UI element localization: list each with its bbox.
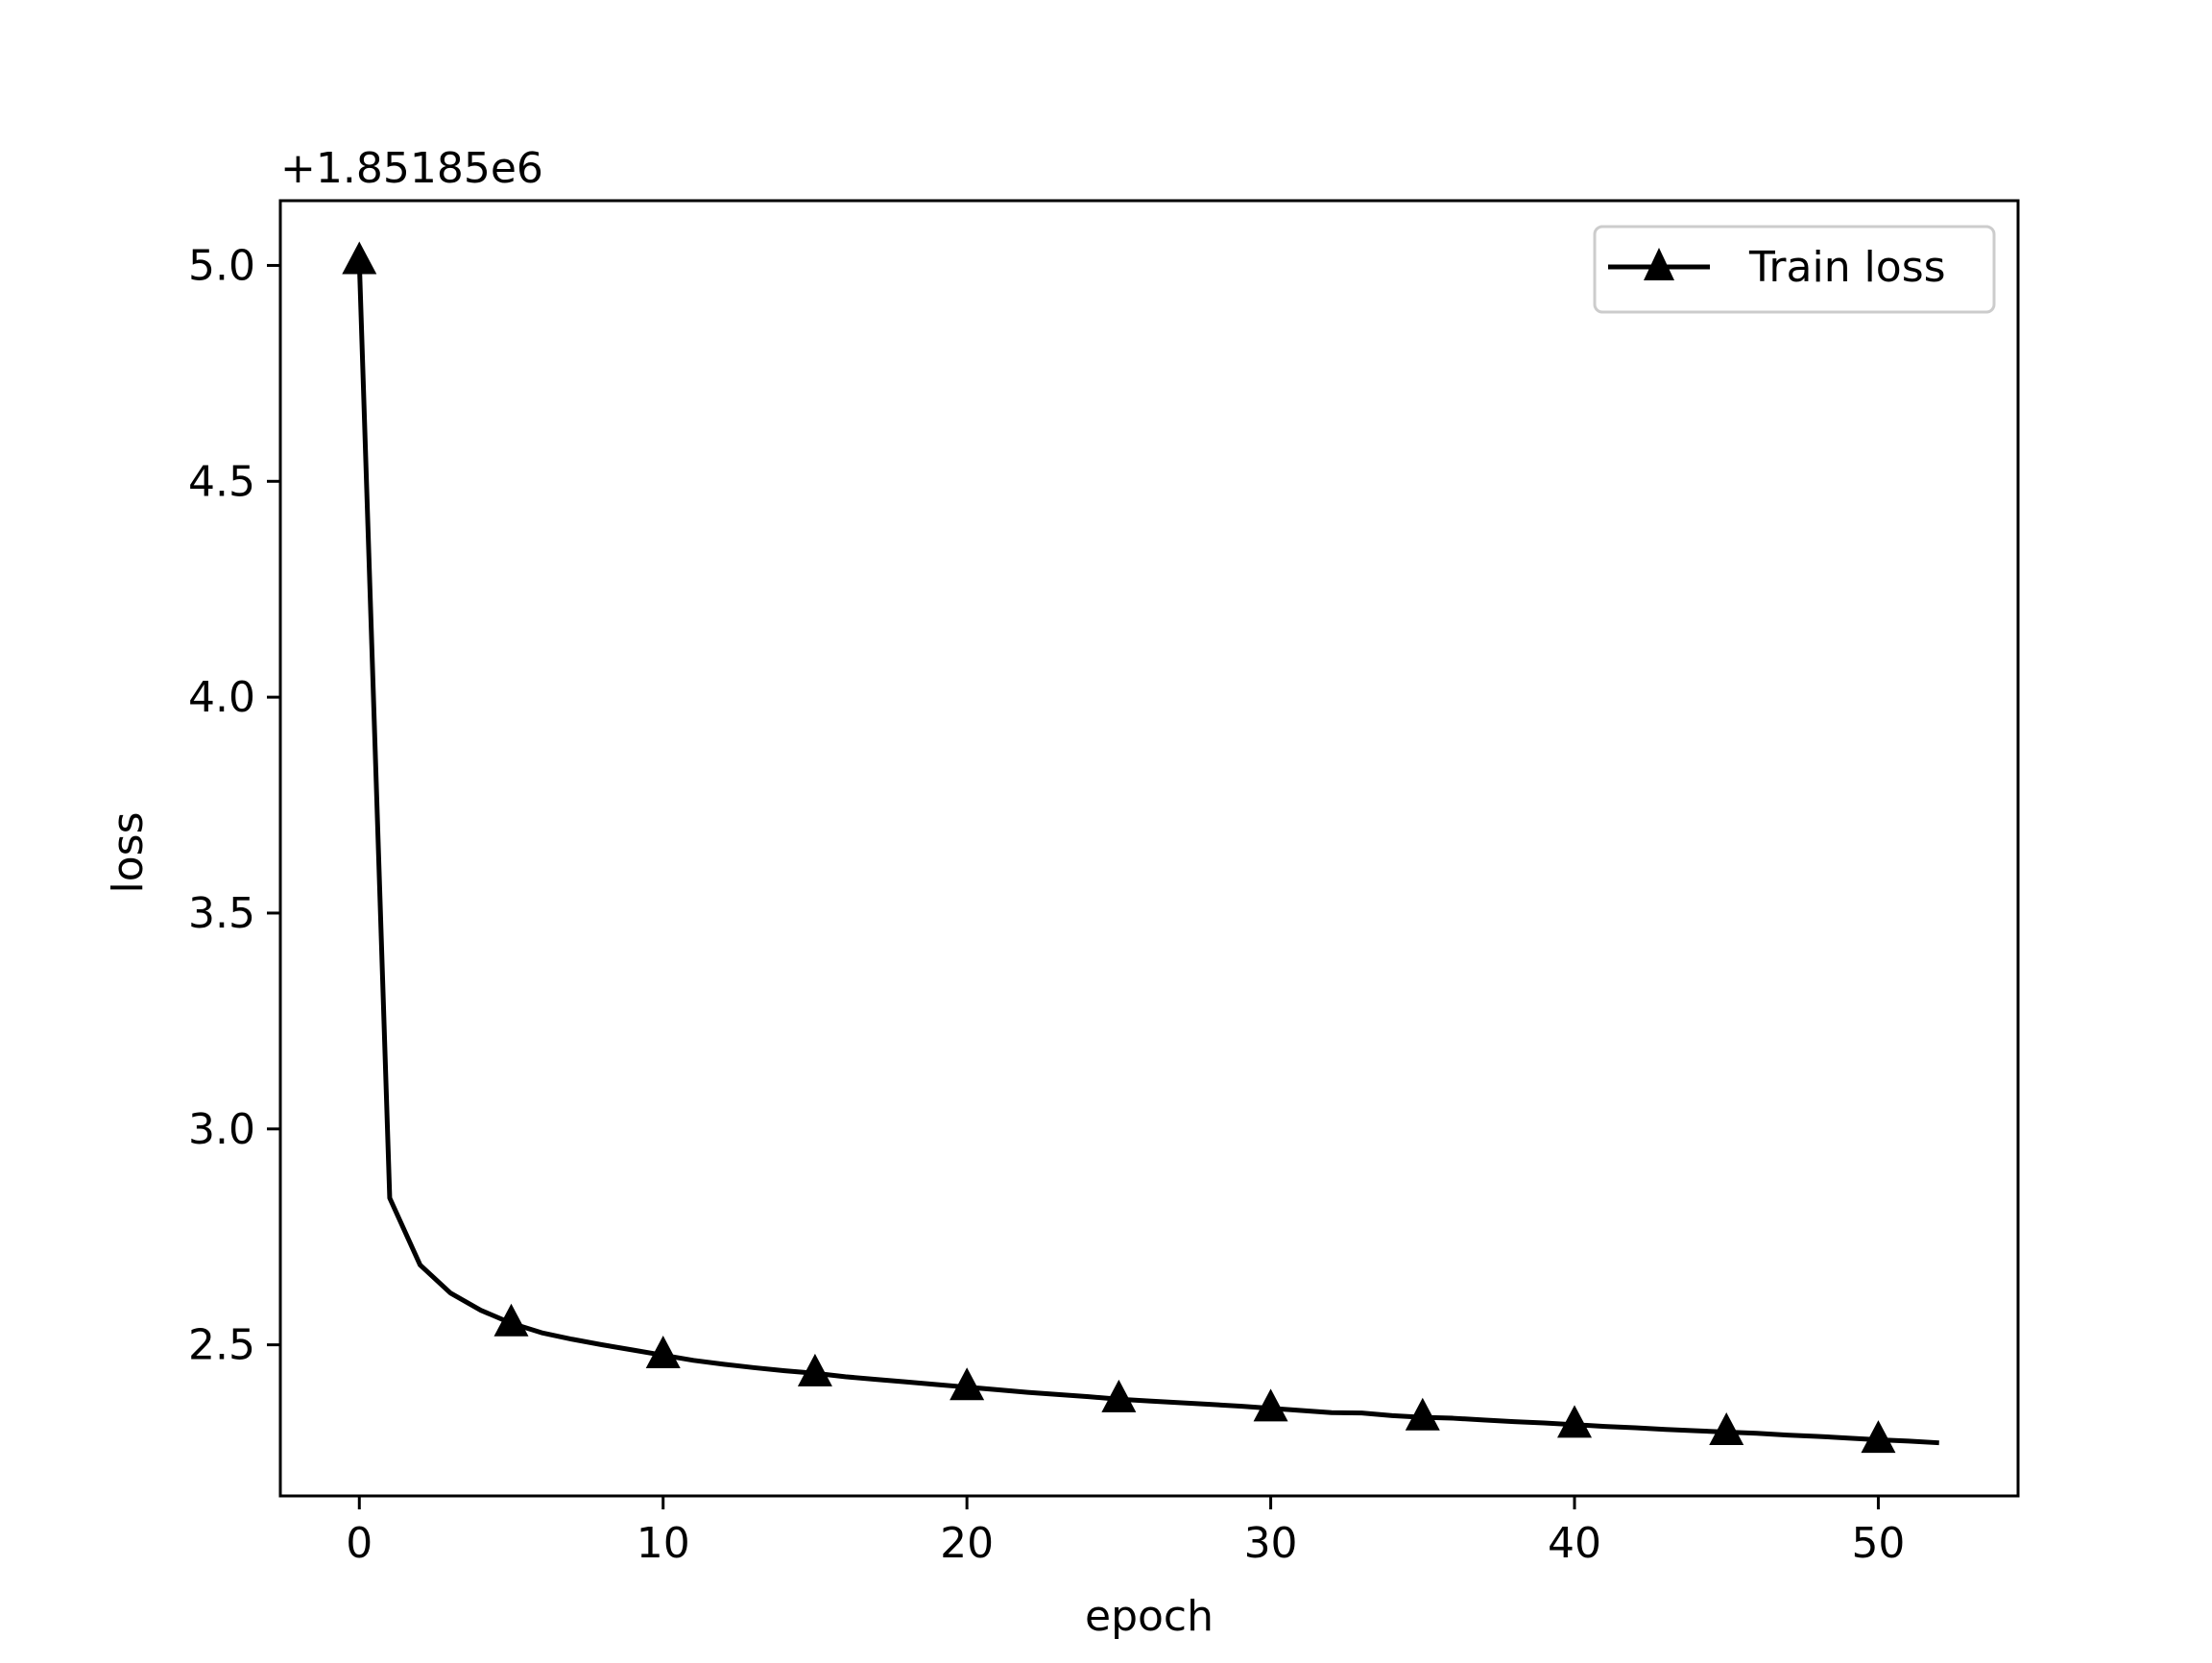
legend: Train loss xyxy=(1593,225,1996,314)
y-axis-label: loss xyxy=(104,812,153,894)
x-axis-label: epoch xyxy=(1085,1592,1214,1641)
data-point-marker xyxy=(342,241,377,275)
data-point-marker xyxy=(1253,1388,1288,1422)
data-point-marker xyxy=(950,1367,985,1401)
series-line-train-loss xyxy=(356,260,1939,1446)
legend-triangle-marker-icon xyxy=(1644,248,1674,280)
y-tick-label: 5.0 xyxy=(188,241,255,290)
y-tick-label: 3.0 xyxy=(188,1105,255,1154)
x-tick-label: 10 xyxy=(637,1519,690,1568)
y-tick-label: 4.0 xyxy=(188,673,255,722)
data-point-marker xyxy=(1709,1412,1744,1446)
data-point-marker xyxy=(645,1336,681,1369)
legend-label-train-loss: Train loss xyxy=(1748,243,1946,292)
data-point-marker xyxy=(1557,1405,1593,1438)
plot-area xyxy=(342,241,1939,1454)
y-tick-label: 3.5 xyxy=(188,889,255,938)
x-tick-label: 20 xyxy=(940,1519,994,1568)
x-tick-label: 50 xyxy=(1851,1519,1905,1568)
y-tick-label: 4.5 xyxy=(188,457,255,506)
x-tick-label: 30 xyxy=(1244,1519,1298,1568)
axes: 0 10 20 30 40 50 2.5 3.0 3.5 4.0 4.5 5.0 xyxy=(188,199,2020,1568)
data-point-marker xyxy=(493,1303,529,1337)
legend-frame xyxy=(1593,225,1996,314)
data-point-marker xyxy=(797,1353,832,1386)
data-point-marker xyxy=(1861,1420,1896,1454)
x-tick-label: 40 xyxy=(1548,1519,1601,1568)
axes-frame xyxy=(278,199,2020,1498)
data-point-marker xyxy=(1101,1379,1137,1412)
data-point-marker xyxy=(1405,1397,1440,1431)
x-tick-label: 0 xyxy=(346,1519,373,1568)
y-tick-label: 2.5 xyxy=(188,1321,255,1370)
y-offset-label: +1.85185e6 xyxy=(280,144,543,193)
